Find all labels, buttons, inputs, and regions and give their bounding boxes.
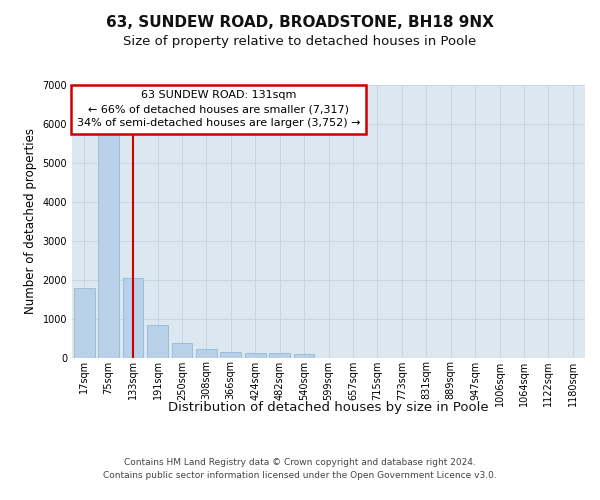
Y-axis label: Number of detached properties: Number of detached properties — [24, 128, 37, 314]
Bar — [196, 348, 217, 358]
Text: Contains HM Land Registry data © Crown copyright and database right 2024.: Contains HM Land Registry data © Crown c… — [124, 458, 476, 467]
Bar — [245, 353, 266, 358]
Bar — [269, 353, 290, 358]
Bar — [98, 134, 119, 358]
Text: Size of property relative to detached houses in Poole: Size of property relative to detached ho… — [124, 34, 476, 48]
Bar — [172, 343, 193, 357]
Bar — [293, 354, 314, 358]
Bar — [220, 352, 241, 358]
Text: Distribution of detached houses by size in Poole: Distribution of detached houses by size … — [169, 401, 489, 414]
Bar — [74, 288, 95, 358]
Text: 63 SUNDEW ROAD: 131sqm
← 66% of detached houses are smaller (7,317)
34% of semi-: 63 SUNDEW ROAD: 131sqm ← 66% of detached… — [77, 90, 361, 128]
Bar — [147, 325, 168, 358]
Text: Contains public sector information licensed under the Open Government Licence v3: Contains public sector information licen… — [103, 472, 497, 480]
Text: 63, SUNDEW ROAD, BROADSTONE, BH18 9NX: 63, SUNDEW ROAD, BROADSTONE, BH18 9NX — [106, 15, 494, 30]
Bar — [122, 278, 143, 357]
